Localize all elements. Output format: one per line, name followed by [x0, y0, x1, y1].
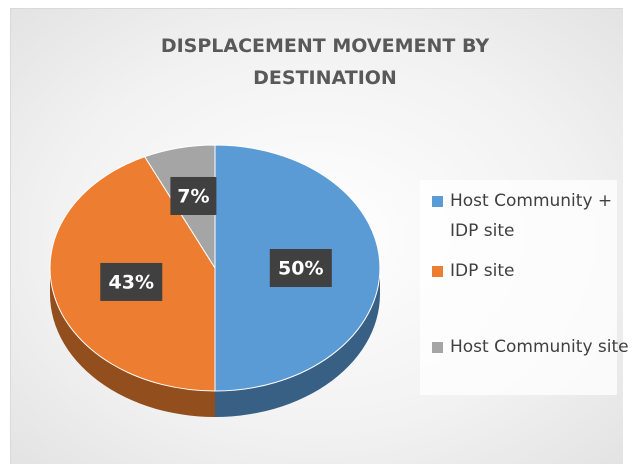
- legend-swatch: [432, 342, 443, 353]
- legend-swatch: [432, 266, 443, 277]
- value-label: 43%: [109, 271, 154, 293]
- value-label-box: [170, 176, 217, 215]
- legend-item: Host Community + IDP site: [432, 186, 630, 246]
- legend-label: Host Community + IDP site: [450, 191, 613, 241]
- value-label-box: [100, 262, 163, 301]
- legend-item: IDP site: [432, 256, 630, 286]
- legend-label: IDP site: [450, 261, 515, 281]
- legend-item: Host Community site: [432, 332, 630, 362]
- value-label-box: [269, 249, 332, 287]
- legend-label: Host Community site: [450, 337, 629, 357]
- legend: Host Community + IDP site IDP site Host Co…: [420, 180, 629, 395]
- chart-title: DISPLACEMENT MOVEMENT BY DESTINATION: [160, 35, 490, 89]
- value-label: 50%: [278, 258, 323, 280]
- value-label: 7%: [177, 185, 209, 207]
- slice-side: [215, 268, 380, 417]
- legend-swatch: [432, 196, 443, 207]
